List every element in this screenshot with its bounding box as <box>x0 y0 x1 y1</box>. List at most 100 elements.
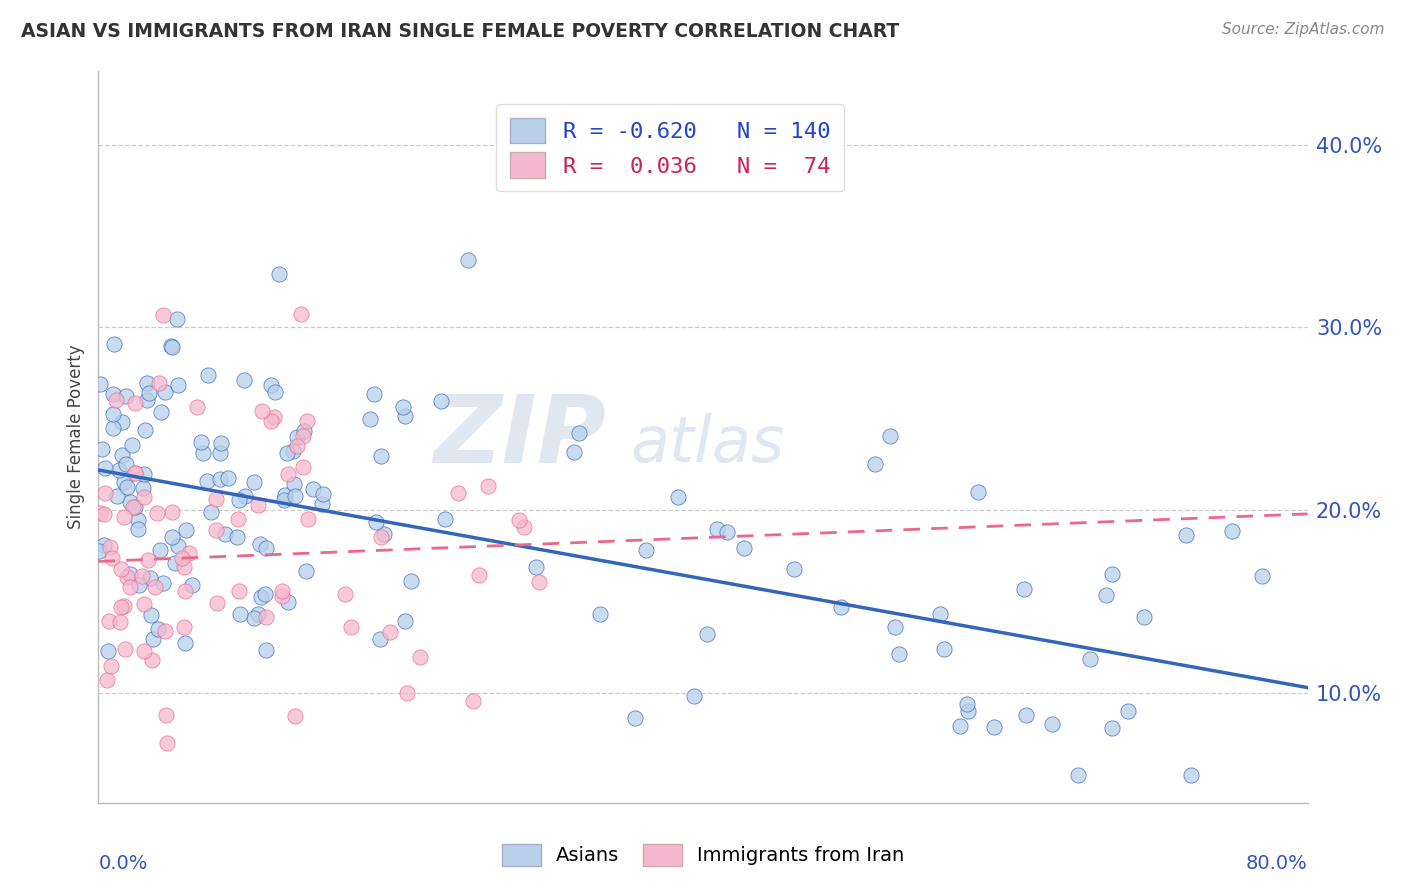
Point <box>430 394 453 409</box>
Point <box>139 607 162 622</box>
Point <box>1133 609 1156 624</box>
Point <box>366 515 388 529</box>
Point <box>145 506 167 520</box>
Point <box>134 424 156 438</box>
Point <box>214 526 236 541</box>
Point <box>292 429 315 443</box>
Point <box>131 568 153 582</box>
Point <box>153 384 176 399</box>
Point <box>263 410 285 425</box>
Point <box>200 505 222 519</box>
Point <box>527 574 550 589</box>
Point <box>101 421 124 435</box>
Text: 0.0%: 0.0% <box>98 854 148 873</box>
Point <box>394 409 416 424</box>
Point <box>162 505 184 519</box>
Point <box>124 466 146 480</box>
Point <box>225 530 247 544</box>
Point <box>1101 721 1123 735</box>
Point <box>884 620 907 634</box>
Point <box>115 389 138 403</box>
Point <box>162 530 184 544</box>
Point <box>152 308 174 322</box>
Point <box>103 337 125 351</box>
Point <box>284 708 307 723</box>
Text: ZIP: ZIP <box>433 391 606 483</box>
Point <box>246 607 269 621</box>
Point <box>181 578 204 592</box>
Point <box>148 376 170 391</box>
Point <box>89 376 111 391</box>
Point <box>93 538 115 552</box>
Point <box>117 480 139 494</box>
Point <box>273 492 295 507</box>
Point <box>112 510 135 524</box>
Point <box>1220 524 1243 538</box>
Point <box>250 591 273 605</box>
Point <box>562 444 585 458</box>
Point <box>246 499 269 513</box>
Point <box>399 574 422 588</box>
Point <box>186 401 208 415</box>
Point <box>254 642 277 657</box>
Y-axis label: Single Female Poverty: Single Female Poverty <box>67 345 86 529</box>
Point <box>197 368 219 382</box>
Point <box>114 642 136 657</box>
Point <box>395 686 418 700</box>
Point <box>111 448 134 462</box>
Point <box>145 580 167 594</box>
Point <box>124 466 146 480</box>
Point <box>477 479 499 493</box>
Point <box>105 489 128 503</box>
Point <box>264 385 287 400</box>
Point <box>359 411 381 425</box>
Point <box>983 720 1005 734</box>
Point <box>174 523 197 537</box>
Point <box>290 307 312 321</box>
Point <box>254 587 277 601</box>
Point <box>142 632 165 647</box>
Point <box>363 387 385 401</box>
Point <box>149 405 172 419</box>
Legend: Asians, Immigrants from Iran: Asians, Immigrants from Iran <box>494 837 912 873</box>
Point <box>121 500 143 514</box>
Text: ASIAN VS IMMIGRANTS FROM IRAN SINGLE FEMALE POVERTY CORRELATION CHART: ASIAN VS IMMIGRANTS FROM IRAN SINGLE FEM… <box>21 22 900 41</box>
Point <box>205 491 228 506</box>
Point <box>271 589 294 603</box>
Point <box>167 378 190 392</box>
Point <box>339 620 361 634</box>
Point <box>254 609 277 624</box>
Point <box>101 407 124 421</box>
Point <box>783 562 806 576</box>
Point <box>392 401 415 415</box>
Point <box>131 482 153 496</box>
Point <box>243 610 266 624</box>
Point <box>166 539 188 553</box>
Point <box>155 624 177 638</box>
Point <box>378 625 401 640</box>
Text: Source: ZipAtlas.com: Source: ZipAtlas.com <box>1222 22 1385 37</box>
Point <box>370 530 392 544</box>
Point <box>433 512 456 526</box>
Point <box>233 373 256 387</box>
Point <box>291 459 314 474</box>
Point <box>1040 717 1063 731</box>
Point <box>91 442 114 456</box>
Point <box>115 569 138 583</box>
Point <box>706 523 728 537</box>
Point <box>110 562 132 576</box>
Point <box>208 472 231 486</box>
Point <box>467 568 489 582</box>
Text: atlas: atlas <box>630 413 785 475</box>
Point <box>243 475 266 490</box>
Point <box>228 583 250 598</box>
Point <box>208 446 231 460</box>
Point <box>447 486 470 500</box>
Point <box>173 584 195 599</box>
Point <box>956 705 979 719</box>
Point <box>112 475 135 489</box>
Point <box>966 484 988 499</box>
Point <box>132 643 155 657</box>
Point <box>217 471 239 485</box>
Point <box>118 566 141 581</box>
